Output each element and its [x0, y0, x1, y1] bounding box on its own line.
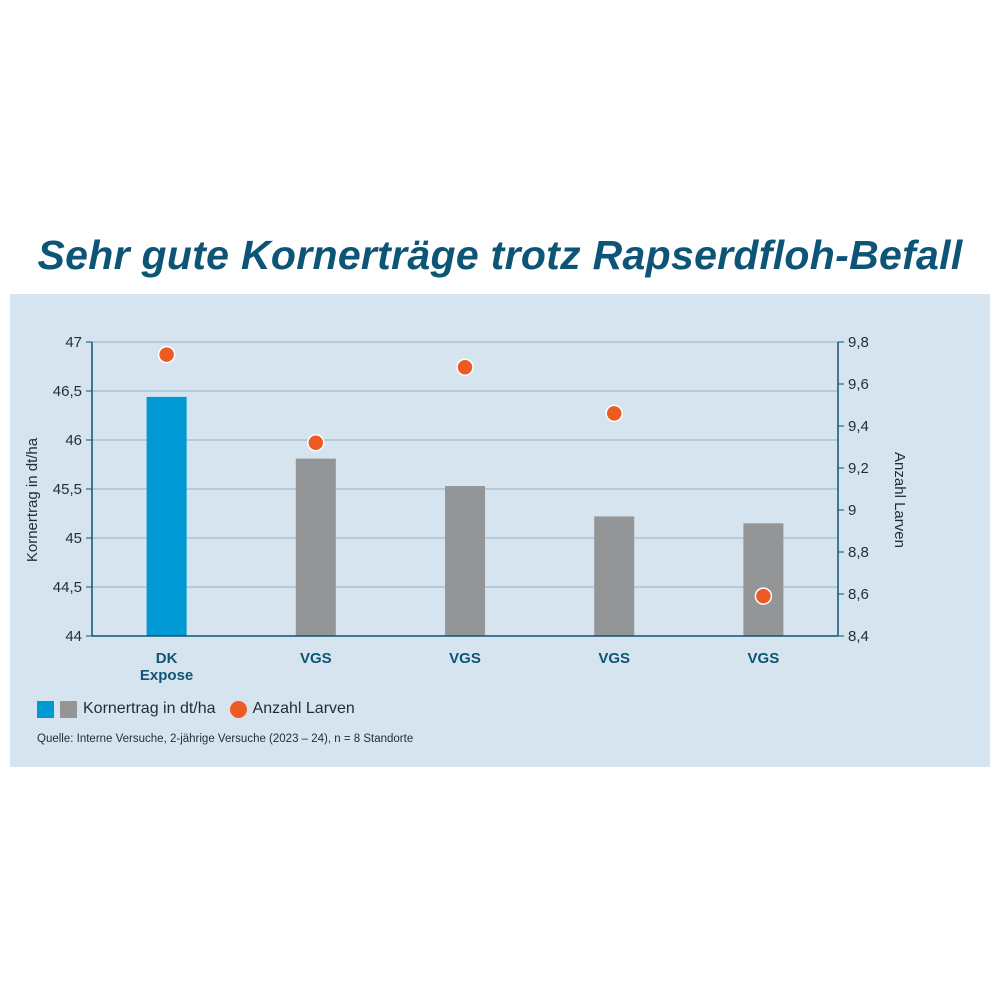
right-tick-label: 8,8 [848, 544, 869, 561]
category-label: DK [156, 650, 178, 667]
axes [91, 342, 839, 637]
right-tick-label: 9,4 [848, 418, 869, 435]
right-tick-label: 8,4 [848, 628, 869, 645]
right-tick-label: 8,6 [848, 586, 869, 603]
legend: Kornertrag in dt/ha Anzahl Larven [37, 699, 355, 719]
category-label: VGS [748, 650, 780, 667]
left-tick-label: 47 [65, 334, 82, 351]
bar [146, 396, 187, 636]
data-point [605, 404, 623, 423]
data-point [456, 358, 474, 376]
chart-panel: 44 44,5 45 45,5 46 46,5 47 8,4 8,6 8,8 9 9,2 9,4 9,6… [10, 294, 990, 767]
left-tick-label: 46 [65, 432, 82, 449]
data-point [754, 587, 773, 605]
bar [743, 523, 784, 636]
left-tick-label: 46,5 [53, 383, 82, 400]
right-axis-title: Anzahl Larven [891, 452, 908, 548]
data-point [157, 345, 176, 364]
category-label: Expose [140, 667, 193, 684]
bar [295, 458, 336, 636]
right-axis-ticks: 8,4 8,6 8,8 9 9,2 9,4 9,6 9,8 [838, 334, 869, 645]
left-tick-label: 44,5 [53, 579, 82, 596]
legend-swatch-default [60, 700, 77, 718]
right-tick-label: 9,8 [848, 334, 869, 351]
legend-marker-label: Anzahl Larven [252, 700, 355, 717]
bar-series [146, 396, 784, 636]
category-label: VGS [300, 650, 332, 667]
legend-bar-label: Kornertrag in dt/ha [83, 700, 216, 717]
left-tick-label: 45 [65, 530, 82, 547]
bar [445, 486, 485, 636]
chart-title: Sehr gute Kornerträge trotz Rapserdfloh-… [37, 232, 963, 278]
right-tick-label: 9,2 [848, 460, 869, 477]
left-axis-ticks: 44 44,5 45 45,5 46 46,5 47 [53, 334, 92, 645]
data-point [307, 434, 325, 452]
left-tick-label: 44 [65, 628, 82, 645]
category-label: VGS [449, 650, 481, 667]
source-note: Quelle: Interne Versuche, 2-jährige Vers… [37, 733, 414, 745]
marker-series [157, 345, 773, 605]
right-tick-label: 9 [848, 502, 856, 519]
legend-swatch-highlight [37, 700, 54, 718]
legend-marker-icon [229, 700, 247, 718]
right-tick-label: 9,6 [848, 376, 869, 393]
left-tick-label: 45,5 [53, 481, 82, 498]
category-label: VGS [598, 650, 630, 667]
left-axis-title: Kornertrag in dt/ha [24, 437, 41, 562]
bar [594, 516, 635, 636]
combo-chart: 44 44,5 45 45,5 46 46,5 47 8,4 8,6 8,8 9 9,2 9,4 9,6… [24, 334, 908, 684]
